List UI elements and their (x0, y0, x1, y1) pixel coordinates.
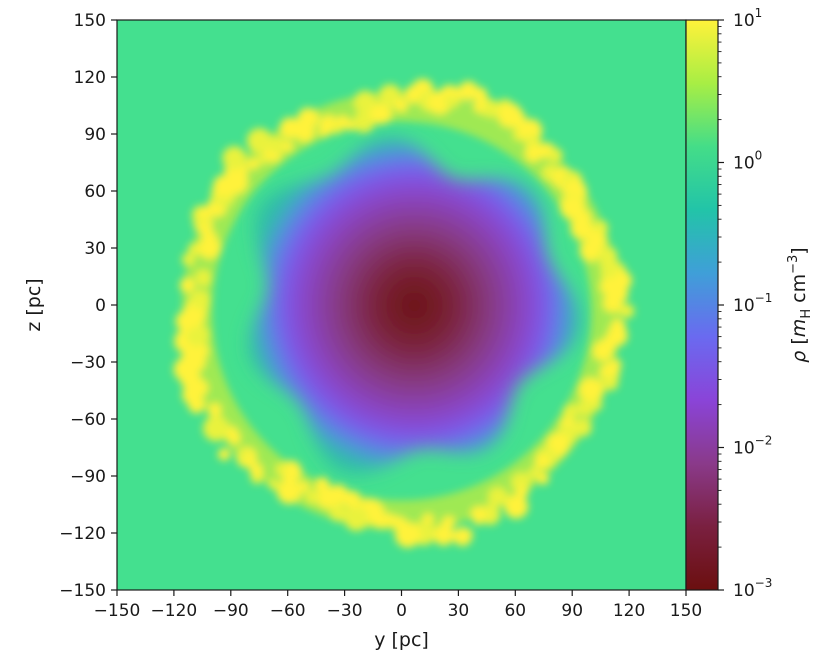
colorbar-label: ρ [mH cm−3] (786, 247, 814, 362)
x-axis: −150 −120 −90 −60 −30 0 30 60 90 120 150 (94, 590, 702, 621)
y-tick-label: 150 (74, 11, 106, 31)
x-tick-label: 120 (613, 601, 645, 621)
shell-clump (190, 289, 210, 310)
cavity (248, 136, 581, 475)
shell-clump (506, 108, 526, 129)
shell-clump (592, 340, 614, 362)
shell-clump (276, 479, 302, 505)
shell-clump (329, 504, 348, 522)
y-tick-label: −90 (70, 467, 106, 487)
shell-clump (344, 506, 369, 531)
x-axis-label: y [pc] (374, 629, 429, 651)
colorbar-tick-label: 10−2 (733, 434, 772, 459)
shell-clump (562, 404, 579, 420)
y-axis-label: z [pc] (23, 278, 45, 331)
y-axis: −150 −120 −90 −60 −30 0 30 60 90 120 150 (59, 11, 117, 601)
shell-clump (444, 94, 458, 109)
shell-clump (570, 216, 594, 240)
shell-clump (297, 107, 319, 129)
shell-clump (370, 102, 392, 125)
x-tick-label: −150 (94, 601, 141, 621)
shell-clump (315, 476, 330, 492)
shell-clump (195, 269, 212, 286)
dense-shell (173, 78, 635, 548)
x-tick-label: 90 (561, 601, 583, 621)
x-tick-label: −60 (270, 601, 306, 621)
y-tick-label: 60 (84, 182, 106, 202)
shell-clump (487, 486, 508, 507)
shell-clump (433, 524, 455, 546)
y-tick-label: 0 (95, 296, 106, 316)
shell-clump (249, 463, 263, 477)
shell-clump (394, 98, 408, 113)
shell-clump (305, 489, 320, 505)
shell-clump (573, 418, 592, 437)
y-tick-label: −30 (70, 353, 106, 373)
x-tick-label: 150 (670, 601, 702, 621)
x-tick-label: −90 (213, 601, 249, 621)
y-tick-label: −60 (70, 410, 106, 430)
shell-clump (534, 454, 550, 470)
shell-clump (222, 146, 247, 170)
colorbar (686, 20, 718, 590)
y-tick-label: −120 (59, 524, 106, 544)
shell-clump (246, 128, 273, 154)
colorbar-tick-label: 101 (733, 6, 762, 31)
shell-clump (238, 449, 249, 461)
shell-clump (482, 99, 501, 118)
x-tick-label: 30 (448, 601, 470, 621)
shell-clump (247, 157, 260, 170)
colorbar-tick-label: 10−3 (733, 576, 772, 601)
shell-clump (187, 242, 201, 256)
shell-clump (537, 472, 549, 485)
shell-clump (353, 111, 376, 134)
x-tick-label: 60 (504, 601, 526, 621)
shell-clump (453, 527, 473, 546)
shell-clump (209, 414, 220, 425)
density-map (117, 20, 686, 590)
shell-clump (201, 229, 217, 246)
shell-clump (504, 494, 529, 519)
shell-clump (591, 399, 603, 411)
shell-clump (602, 374, 619, 391)
shell-clump (353, 90, 377, 114)
cavity-region (248, 136, 581, 475)
shell-clump (207, 402, 222, 417)
y-tick-label: −150 (59, 581, 106, 601)
shell-clump (578, 377, 604, 403)
shell-clump (619, 303, 635, 319)
colorbar-tick-label: 100 (733, 149, 762, 174)
shell-clump (577, 399, 594, 416)
shell-clump (579, 240, 601, 262)
shell-clump (602, 293, 623, 313)
shell-clump (458, 81, 479, 102)
shell-clump (181, 253, 195, 266)
x-tick-label: 0 (396, 601, 407, 621)
shell-clump (186, 323, 210, 347)
y-tick-label: 90 (84, 125, 106, 145)
shell-clump (275, 463, 287, 475)
shell-clump (282, 141, 294, 153)
shell-clump (548, 147, 563, 163)
shell-clump (268, 136, 286, 154)
y-tick-label: 30 (84, 239, 106, 259)
shell-clump (218, 448, 231, 461)
shell-clump (316, 486, 339, 509)
x-tick-label: −120 (151, 601, 198, 621)
shell-clump (528, 466, 541, 480)
shell-clump (203, 415, 229, 442)
y-tick-label: 120 (74, 68, 106, 88)
shell-clump (179, 277, 196, 293)
x-tick-label: −30 (327, 601, 363, 621)
colorbar-tick-label: 10−1 (733, 291, 772, 316)
colorbar-ticks: 101 100 10−1 10−2 10−3 (718, 6, 772, 601)
shell-clump (524, 144, 543, 163)
shell-clump (473, 515, 484, 526)
shell-clump (268, 479, 279, 490)
